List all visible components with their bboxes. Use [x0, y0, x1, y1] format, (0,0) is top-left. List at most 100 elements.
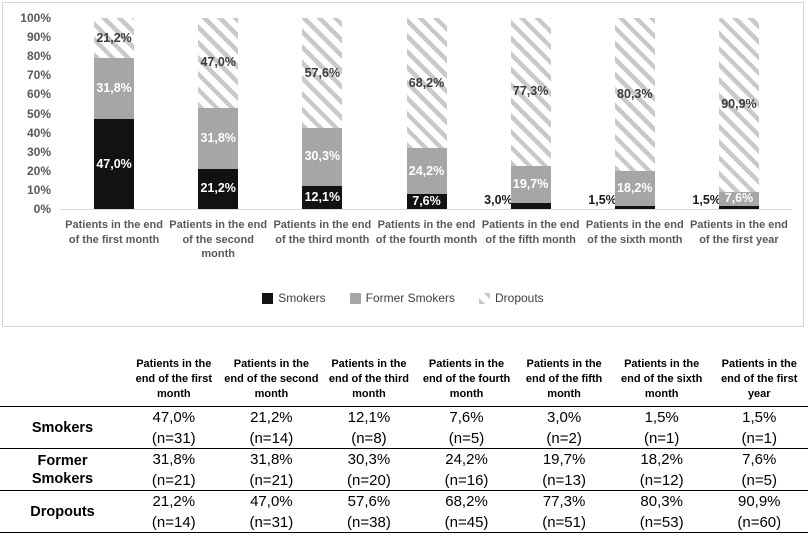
- table-cell: 47,0% (n=31): [125, 407, 223, 448]
- table-cell-percent: 90,9%: [737, 493, 781, 510]
- legend-label: Former Smokers: [365, 291, 455, 305]
- y-tick-label: 30%: [26, 144, 51, 159]
- row-label-text: Smokers: [31, 419, 94, 436]
- table-cell-percent: 19,7%: [542, 451, 586, 468]
- table-header-cell: Patients in the end of the fourth month: [422, 358, 511, 400]
- table-cell-n: (n=1): [643, 430, 680, 447]
- table-cell-n: (n=13): [542, 472, 586, 489]
- chart-legend: Smokers Former Smokers Dropouts: [3, 291, 803, 305]
- bar-segment-former-smokers: [510, 165, 551, 204]
- table-cell-n: (n=14): [249, 430, 294, 447]
- table-cell-percent: 24,2%: [445, 451, 488, 468]
- y-tick-label: 0%: [33, 202, 51, 216]
- table-header-cell: Patients in the end of the third month: [328, 358, 409, 400]
- bar-segment-former-smokers: [302, 128, 343, 186]
- bar-segment-smokers: [614, 206, 655, 209]
- table-cell-n: (n=51): [542, 514, 586, 531]
- category-label: Patients in the end of the third month: [273, 219, 372, 246]
- data-label-former-smokers: 18,2%: [617, 181, 653, 196]
- table-cell-percent: 68,2%: [445, 493, 488, 510]
- data-label-former-smokers: 31,8%: [200, 130, 236, 145]
- table-cell-n: (n=31): [249, 514, 294, 531]
- table-cell-percent: 31,8%: [250, 451, 293, 468]
- data-label-dropouts: 68,2%: [408, 75, 445, 90]
- bar-segment-dropouts: [718, 18, 759, 192]
- table-cell: 21,2% (n=14): [125, 491, 223, 532]
- table-cell: 24,2% (n=16): [418, 449, 516, 490]
- table-cell-percent: 30,3%: [347, 451, 391, 468]
- row-label-text: Dropouts: [30, 503, 95, 520]
- table-cell-percent: 77,3%: [542, 493, 586, 510]
- table-cell: 7,6% (n=5): [710, 449, 808, 490]
- data-label-smokers: 12,1%: [304, 189, 341, 204]
- y-tick-label: 20%: [26, 163, 51, 178]
- table-header-cell: Patients in the end of the sixth month: [621, 358, 703, 400]
- data-label-smokers: 7,6%: [412, 194, 441, 209]
- table-cell-n: (n=60): [737, 514, 782, 531]
- table-cell-n: (n=12): [639, 472, 684, 489]
- data-label-smokers-outside: 1,5%: [588, 193, 617, 207]
- data-label-smokers-outside: 1,5%: [692, 193, 721, 207]
- table-cell-n: (n=2): [546, 430, 582, 447]
- data-label-dropouts: 57,6%: [304, 65, 341, 80]
- table-cell-percent: 80,3%: [640, 493, 683, 510]
- table-cell: 3,0% (n=2): [515, 407, 613, 448]
- table-header-cell: Patients in the end of the fifth month: [525, 358, 603, 400]
- legend-label: Smokers: [278, 291, 326, 305]
- table-cell-percent: 3,0%: [547, 409, 582, 426]
- bar-segment-dropouts: [302, 18, 343, 129]
- data-label-dropouts: 90,9%: [721, 97, 757, 112]
- bar-segment-former-smokers: [718, 191, 759, 207]
- table-cell: 47,0% (n=31): [223, 491, 321, 532]
- table-row-label: Dropouts: [0, 491, 125, 532]
- table-cell-n: (n=31): [151, 430, 196, 447]
- table-cell-percent: 12,1%: [347, 409, 391, 426]
- category-label: Patients in the end of the first month: [65, 219, 163, 246]
- data-label-dropouts: 77,3%: [512, 84, 549, 99]
- data-label-former-smokers: 7,6%: [724, 191, 754, 206]
- table-cell-n: (n=53): [639, 514, 684, 531]
- table-cell-percent: 7,6%: [742, 451, 777, 468]
- category-label: Patients in the end of the fifth month: [481, 219, 580, 246]
- data-label-smokers: 47,0%: [96, 156, 132, 171]
- table-cell-n: (n=20): [347, 472, 391, 489]
- stacked-bar-chart: 0% 10% 20% 30% 40% 50% 60% 70% 80% 90% 100% 47,0% 3…: [2, 2, 804, 327]
- table-cell-n: (n=21): [249, 472, 294, 489]
- category-label: Patients in the end of the sixth month: [585, 219, 684, 246]
- category-label: Patients in the end of the fourth month: [375, 219, 478, 246]
- y-tick-label: 70%: [26, 68, 51, 83]
- y-tick-label: 40%: [26, 125, 51, 140]
- data-label-former-smokers: 31,8%: [96, 81, 132, 96]
- legend-item-dropouts: Dropouts: [478, 291, 544, 305]
- table-cell-percent: 1,5%: [742, 409, 777, 426]
- legend-item-former-smokers: Former Smokers: [349, 291, 455, 305]
- table-row-label: Former Smokers: [0, 449, 125, 490]
- table-cell: 30,3% (n=20): [320, 449, 418, 490]
- bar-segment-dropouts: [94, 18, 135, 59]
- table-cell: 18,2% (n=12): [613, 449, 711, 490]
- bar-segment-smokers: [198, 168, 239, 209]
- bar-segment-dropouts: [614, 18, 655, 172]
- bar-segment-smokers: [302, 185, 343, 209]
- table-header-cell: Patients in the end of the second month: [224, 358, 319, 400]
- dropouts-swatch-icon: [478, 292, 490, 304]
- bar-segment-smokers: [406, 194, 447, 209]
- results-table: Patients in the end of the first month Pa…: [0, 350, 808, 533]
- table-cell-n: (n=38): [347, 514, 391, 531]
- table-cell-n: (n=14): [151, 514, 196, 531]
- table-cell: 21,2% (n=14): [223, 407, 321, 448]
- table-cell-n: (n=16): [444, 472, 489, 489]
- bar-segment-dropouts: [406, 18, 447, 149]
- former-smokers-swatch-icon: [349, 292, 361, 304]
- data-label-smokers: 21,2%: [200, 181, 236, 196]
- y-tick-label: 60%: [26, 87, 51, 102]
- table-cell-n: (n=8): [351, 430, 387, 447]
- data-label-former-smokers: 24,2%: [408, 163, 445, 178]
- table-cell: 80,3% (n=53): [613, 491, 711, 532]
- bar-segment-smokers: [510, 203, 551, 209]
- y-tick-label: 50%: [26, 106, 51, 121]
- table-cell-percent: 47,0%: [250, 493, 293, 510]
- legend-item-smokers: Smokers: [262, 291, 326, 305]
- table-header-row: Patients in the end of the first month Pa…: [0, 350, 808, 407]
